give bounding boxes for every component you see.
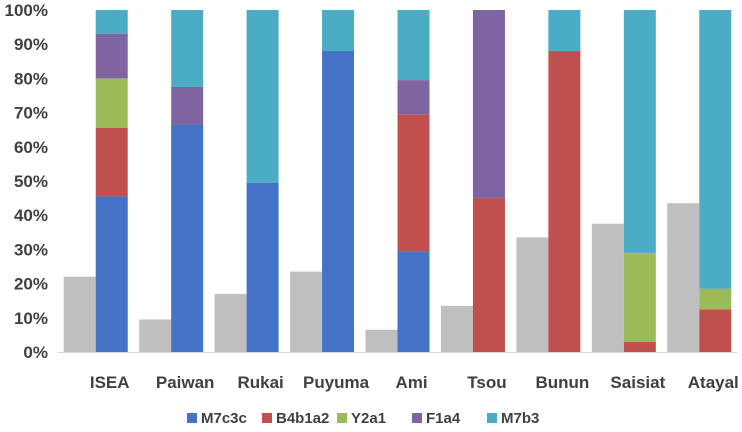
- bar-segment-m7b3: [548, 10, 581, 52]
- y-tick-label: 70%: [14, 104, 48, 123]
- gray-bar: [139, 319, 172, 352]
- x-axis-tick-labels: ISEA Paiwan Rukai Puyuma Ami Tsou Bunun Saisiat…: [90, 373, 739, 392]
- legend-label: M7b3: [501, 410, 539, 427]
- bar-segment-b4b1a2: [623, 341, 656, 352]
- stacked-bars: [95, 10, 732, 352]
- y-tick-label: 60%: [14, 138, 48, 157]
- bar-segment-m7c3c: [171, 124, 204, 352]
- legend-swatch: [187, 413, 197, 423]
- bar-segment-m7b3: [623, 10, 656, 253]
- bar-segment-b4b1a2: [397, 114, 430, 252]
- x-tick-label: Ami: [395, 373, 427, 392]
- x-tick-label: Atayal: [688, 373, 739, 392]
- x-tick-label: Bunun: [535, 373, 589, 392]
- legend: M7c3c B4b1a2 Y2a1 F1a4 M7b3: [187, 410, 539, 427]
- x-tick-label: Rukai: [237, 373, 283, 392]
- bar-segment-m7b3: [322, 10, 355, 52]
- x-tick-label: Tsou: [467, 373, 506, 392]
- bar-segment-m7b3: [171, 10, 204, 87]
- y-tick-label: 80%: [14, 69, 48, 88]
- x-tick-label: ISEA: [90, 373, 130, 392]
- legend-swatch: [262, 413, 272, 423]
- y-tick-label: 20%: [14, 275, 48, 294]
- legend-swatch: [337, 413, 347, 423]
- legend-label: B4b1a2: [276, 410, 329, 427]
- bar-segment-f1a4: [472, 10, 505, 199]
- bar-segment-m7b3: [397, 10, 430, 81]
- bar-segment-m7c3c: [246, 182, 279, 352]
- y-tick-label: 50%: [14, 172, 48, 191]
- legend-label: F1a4: [426, 410, 461, 427]
- y-tick-label: 100%: [5, 1, 48, 20]
- gray-bar: [63, 276, 96, 352]
- bar-segment-f1a4: [171, 86, 204, 125]
- bar-segment-f1a4: [397, 80, 430, 115]
- gray-bar: [365, 329, 398, 352]
- bar-segment-m7c3c: [397, 251, 430, 352]
- bar-segment-m7c3c: [95, 196, 128, 352]
- x-tick-label: Puyuma: [303, 373, 370, 392]
- gray-bars: [63, 203, 700, 352]
- bar-segment-f1a4: [95, 33, 128, 79]
- gray-bar: [591, 223, 624, 352]
- gray-bar: [214, 293, 247, 352]
- bar-segment-m7b3: [699, 10, 732, 289]
- bar-segment-m7b3: [246, 10, 279, 183]
- x-tick-label: Saisiat: [610, 373, 665, 392]
- y-tick-label: 0%: [23, 343, 48, 362]
- bar-segment-m7c3c: [322, 51, 355, 352]
- gray-bar: [516, 237, 549, 352]
- gray-bar: [667, 203, 700, 352]
- gray-bar: [440, 305, 473, 352]
- y-axis-tick-labels: 0% 10% 20% 30% 40% 50% 60% 70% 80% 90% 100%: [5, 1, 48, 362]
- y-tick-label: 40%: [14, 206, 48, 225]
- bar-segment-y2a1: [699, 288, 732, 310]
- legend-label: Y2a1: [351, 410, 386, 427]
- bar-segment-b4b1a2: [548, 51, 581, 352]
- legend-label: M7c3c: [201, 410, 247, 427]
- x-tick-label: Paiwan: [156, 373, 215, 392]
- bar-segment-b4b1a2: [95, 127, 128, 197]
- y-tick-label: 90%: [14, 35, 48, 54]
- bar-segment-b4b1a2: [699, 309, 732, 352]
- gray-bar: [290, 271, 323, 352]
- y-tick-label: 30%: [14, 240, 48, 259]
- y-tick-label: 10%: [14, 309, 48, 328]
- bar-segment-m7b3: [95, 10, 128, 34]
- bar-segment-y2a1: [95, 78, 128, 128]
- legend-swatch: [487, 413, 497, 423]
- bar-segment-y2a1: [623, 252, 656, 342]
- legend-swatch: [412, 413, 422, 423]
- bar-segment-b4b1a2: [472, 198, 505, 352]
